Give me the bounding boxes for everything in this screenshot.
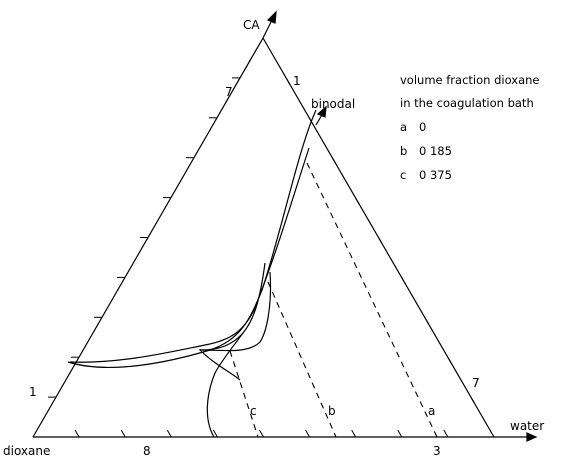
base-edge-tick (305, 429, 311, 438)
ca-arrow-shaft (262, 19, 273, 39)
binodal-curve-c-lower (206, 332, 244, 438)
path-b (267, 281, 337, 438)
tick-label-base-3: 3 (433, 444, 441, 458)
right-edge-tick (378, 237, 383, 245)
composition-paths (229, 162, 438, 438)
path-a (306, 162, 438, 438)
tick-label-right-7: 7 (472, 376, 480, 390)
vertex-label-ca: CA (243, 18, 260, 32)
legend-item-c-value: 0 375 (419, 168, 452, 182)
tick-label-left-7: 7 (225, 85, 233, 99)
legend-item-c-key: c (400, 168, 406, 182)
axis-arrows (262, 10, 538, 442)
legend-title-line2: in the coagulation bath (400, 96, 534, 110)
tick-label-right-1: 1 (293, 74, 301, 88)
right-edge-tick (424, 317, 430, 325)
base-edge-tick (397, 429, 403, 438)
legend-item-a-key: a (400, 120, 407, 134)
tick-marks (48, 77, 476, 438)
legend-item-b-value: 0 185 (419, 144, 452, 158)
binodal-inner-loop (199, 271, 272, 352)
binodal-curve-a (67, 109, 317, 369)
right-edge-tick (470, 396, 476, 405)
legend-item-b-key: b (400, 144, 407, 158)
legend-item-a-value: 0 (419, 120, 426, 134)
base-edge-tick (120, 429, 126, 438)
base-edge-tick (259, 429, 264, 438)
water-arrow-head (526, 432, 538, 442)
path-label-b: b (328, 404, 336, 418)
right-edge-tick (401, 277, 407, 285)
binodal-curve-b (69, 147, 310, 363)
legend-title-line1: volume fraction dioxane (400, 73, 539, 87)
path-label-a: a (428, 404, 435, 418)
binodal-curve-c (198, 262, 266, 381)
ca-arrow-head (266, 10, 277, 24)
path-label-c: c (250, 404, 257, 418)
right-edge-tick (285, 77, 291, 86)
tick-label-base-8: 8 (143, 444, 151, 458)
binodal-arrow-head (316, 105, 327, 118)
base-edge-tick (351, 429, 357, 438)
vertex-label-water: water (510, 419, 544, 433)
legend: volume fraction dioxane in the coagulati… (400, 73, 539, 182)
path-c (229, 350, 259, 438)
tick-label-left-1: 1 (29, 385, 37, 399)
binodal-curves (67, 109, 317, 438)
right-edge-tick (354, 197, 360, 205)
binodal-arrow (315, 105, 327, 126)
base-edge-tick (443, 429, 449, 438)
right-edge-tick (331, 157, 337, 165)
base-edge-tick (74, 429, 80, 438)
vertex-label-dioxane: dioxane (3, 444, 50, 458)
base-edge-tick (166, 429, 172, 438)
base-edge-tick (212, 429, 218, 438)
binodal-label: binodal (311, 97, 355, 111)
right-edge-tick (447, 356, 453, 365)
